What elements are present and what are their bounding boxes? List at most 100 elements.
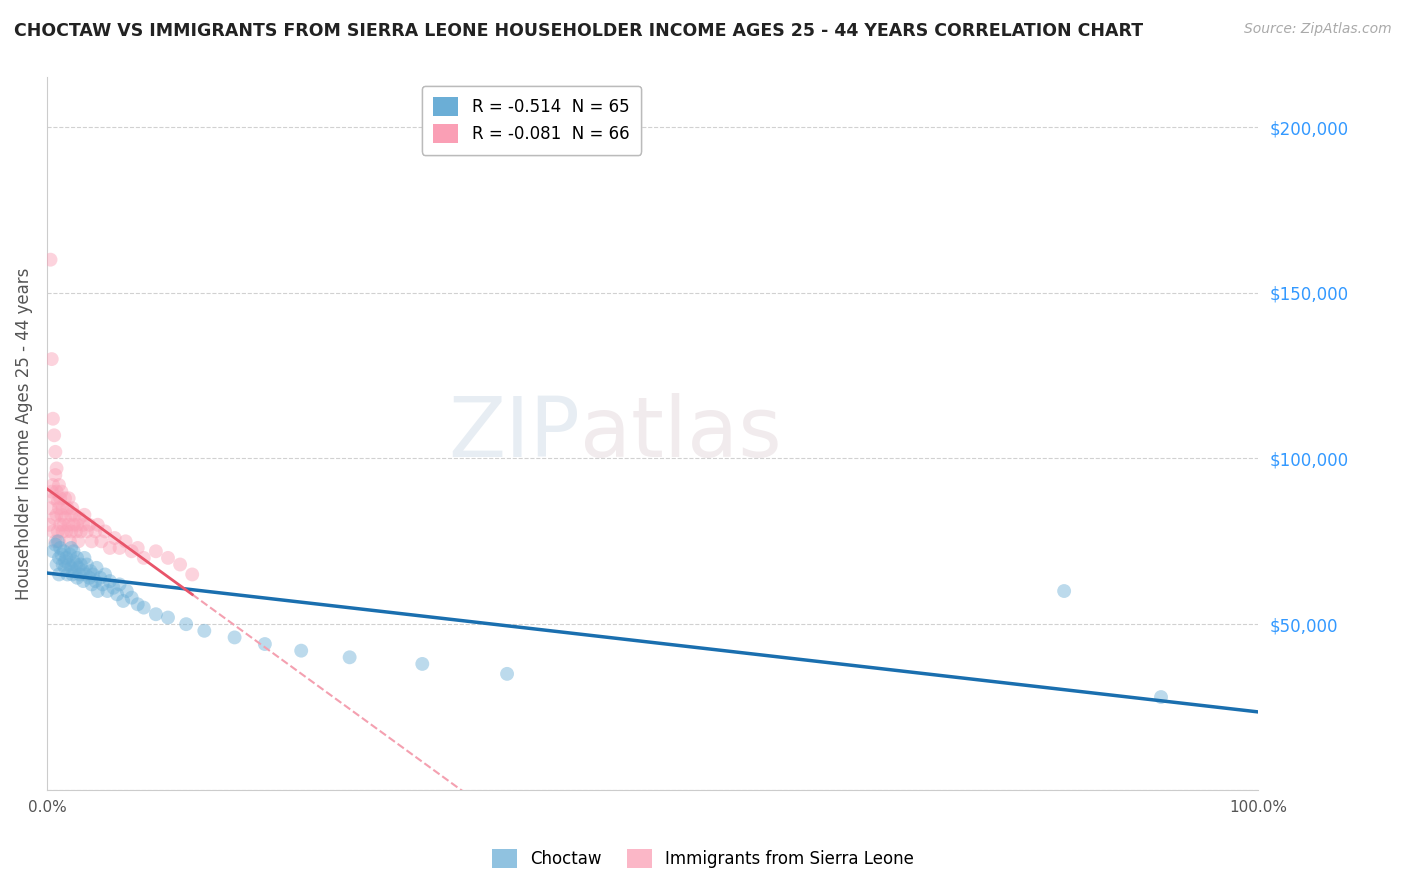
- Point: [60, 501, 83, 516]
- Point: [121, 591, 143, 605]
- Point: [52, 501, 75, 516]
- Point: [121, 544, 143, 558]
- Point: [132, 600, 155, 615]
- Point: [80, 534, 103, 549]
- Point: [105, 587, 128, 601]
- Point: [44, 468, 66, 483]
- Point: [145, 607, 167, 622]
- Point: [39, 501, 62, 516]
- Point: [53, 554, 76, 568]
- Point: [104, 531, 127, 545]
- Point: [174, 617, 197, 632]
- Point: [73, 550, 96, 565]
- Point: [108, 541, 131, 555]
- Point: [67, 561, 90, 575]
- Point: [39, 252, 62, 267]
- Point: [44, 491, 66, 506]
- Point: [496, 666, 519, 681]
- Y-axis label: Householder Income Ages 25 - 44 years: Householder Income Ages 25 - 44 years: [15, 268, 32, 599]
- Point: [58, 558, 80, 572]
- Point: [58, 517, 80, 532]
- Point: [60, 541, 83, 555]
- Point: [169, 558, 191, 572]
- Point: [89, 571, 111, 585]
- Point: [62, 544, 84, 558]
- Point: [44, 511, 66, 525]
- Point: [66, 550, 89, 565]
- Point: [44, 428, 66, 442]
- Point: [42, 544, 65, 558]
- Point: [193, 624, 215, 638]
- Point: [77, 517, 100, 532]
- Point: [77, 571, 100, 585]
- Point: [63, 508, 86, 522]
- Point: [79, 564, 101, 578]
- Text: CHOCTAW VS IMMIGRANTS FROM SIERRA LEONE HOUSEHOLDER INCOME AGES 25 - 44 YEARS CO: CHOCTAW VS IMMIGRANTS FROM SIERRA LEONE …: [14, 22, 1143, 40]
- Point: [108, 577, 131, 591]
- Point: [44, 538, 66, 552]
- Point: [51, 484, 73, 499]
- Point: [60, 567, 83, 582]
- Point: [76, 524, 98, 539]
- Point: [42, 524, 65, 539]
- Point: [87, 584, 110, 599]
- Point: [63, 564, 86, 578]
- Point: [66, 517, 89, 532]
- Point: [96, 584, 118, 599]
- Point: [69, 567, 91, 582]
- Point: [72, 517, 94, 532]
- Point: [62, 517, 84, 532]
- Point: [339, 650, 361, 665]
- Point: [145, 544, 167, 558]
- Point: [62, 554, 84, 568]
- Point: [181, 567, 204, 582]
- Point: [127, 597, 149, 611]
- Point: [114, 534, 136, 549]
- Point: [51, 508, 73, 522]
- Point: [42, 411, 65, 425]
- Point: [52, 558, 75, 572]
- Point: [290, 643, 312, 657]
- Point: [98, 541, 121, 555]
- Point: [58, 491, 80, 506]
- Point: [45, 461, 67, 475]
- Point: [94, 524, 117, 539]
- Point: [48, 501, 70, 516]
- Point: [115, 584, 138, 599]
- Point: [1053, 584, 1076, 599]
- Point: [53, 511, 76, 525]
- Point: [45, 558, 67, 572]
- Point: [45, 508, 67, 522]
- Point: [52, 524, 75, 539]
- Point: [52, 544, 75, 558]
- Point: [48, 478, 70, 492]
- Point: [72, 574, 94, 588]
- Point: [49, 541, 72, 555]
- Point: [41, 484, 63, 499]
- Point: [51, 548, 73, 562]
- Point: [55, 550, 77, 565]
- Point: [66, 571, 89, 585]
- Point: [44, 534, 66, 549]
- Legend: Choctaw, Immigrants from Sierra Leone: Choctaw, Immigrants from Sierra Leone: [485, 843, 921, 875]
- Point: [59, 548, 82, 562]
- Point: [132, 550, 155, 565]
- Point: [69, 524, 91, 539]
- Point: [98, 574, 121, 588]
- Point: [65, 558, 87, 572]
- Point: [46, 524, 69, 539]
- Point: [45, 484, 67, 499]
- Point: [53, 561, 76, 575]
- Point: [46, 494, 69, 508]
- Point: [52, 517, 75, 532]
- Point: [94, 567, 117, 582]
- Legend: R = -0.514  N = 65, R = -0.081  N = 66: R = -0.514 N = 65, R = -0.081 N = 66: [422, 86, 641, 155]
- Point: [112, 594, 135, 608]
- Point: [56, 567, 79, 582]
- Point: [76, 558, 98, 572]
- Point: [411, 657, 433, 671]
- Point: [87, 517, 110, 532]
- Point: [82, 567, 104, 582]
- Point: [1150, 690, 1173, 704]
- Point: [59, 534, 82, 549]
